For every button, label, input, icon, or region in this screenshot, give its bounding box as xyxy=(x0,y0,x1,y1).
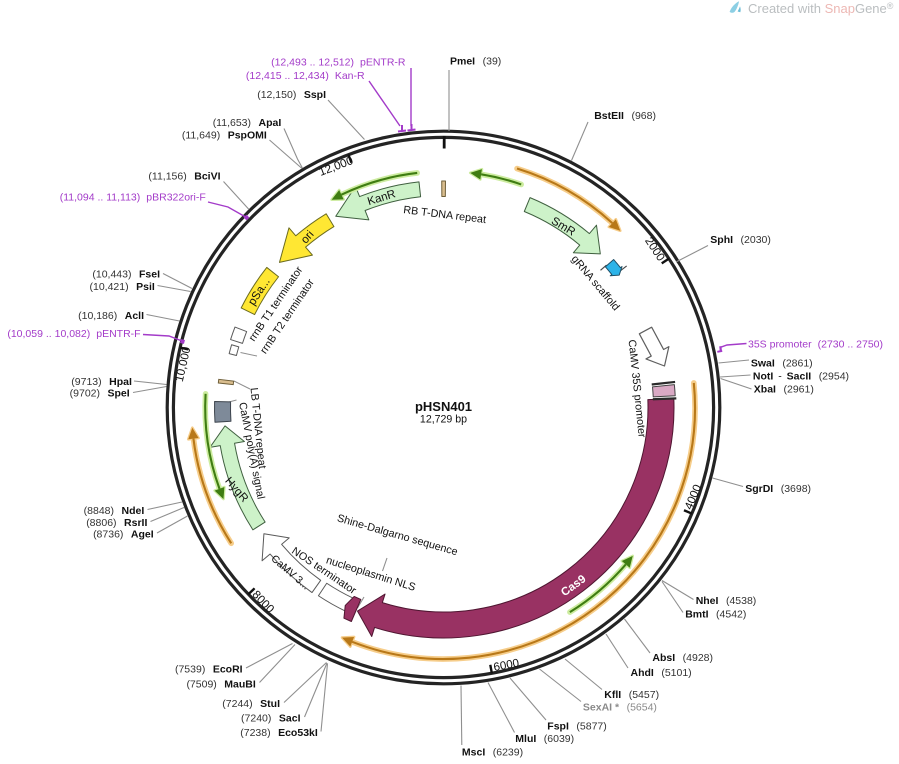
svg-text:(8848)NdeI: (8848)NdeI xyxy=(84,505,145,517)
svg-text:FspI(5877): FspI(5877) xyxy=(547,720,606,732)
svg-text:SphI(2030): SphI(2030) xyxy=(710,234,771,246)
svg-text:(11,094 .. 11,113)pBR322ori-F: (11,094 .. 11,113)pBR322ori-F xyxy=(60,192,206,204)
svg-text:(9713)HpaI: (9713)HpaI xyxy=(71,376,132,388)
svg-text:(10,443)FseI: (10,443)FseI xyxy=(92,269,160,281)
svg-text:(12,150)SspI: (12,150)SspI xyxy=(257,89,326,101)
svg-text:MscI(6239): MscI(6239) xyxy=(462,747,523,759)
svg-text:(7244)StuI: (7244)StuI xyxy=(222,698,280,710)
svg-text:MluI(6039): MluI(6039) xyxy=(515,733,574,745)
svg-text:AbsI(4928): AbsI(4928) xyxy=(652,652,713,664)
svg-text:(12,415 .. 12,434)Kan-R: (12,415 .. 12,434)Kan-R xyxy=(246,70,365,82)
svg-text:XbaI(2961): XbaI(2961) xyxy=(754,384,814,396)
svg-text:(10,059 .. 10,082)pENTR-F: (10,059 .. 10,082)pENTR-F xyxy=(7,328,140,340)
svg-text:(11,156)BciVI: (11,156)BciVI xyxy=(148,171,220,183)
svg-text:(11,653)ApaI: (11,653)ApaI xyxy=(213,117,282,129)
svg-text:(7238)Eco53kI: (7238)Eco53kI xyxy=(240,727,318,739)
svg-text:(10,421)PsiI: (10,421)PsiI xyxy=(90,281,155,293)
svg-text:(10,186)AclI: (10,186)AclI xyxy=(78,310,144,322)
svg-text:Created with SnapGene®: Created with SnapGene® xyxy=(748,1,894,16)
svg-text:(7240)SacI: (7240)SacI xyxy=(241,713,301,725)
svg-text:NotI - SacII(2954): NotI - SacII(2954) xyxy=(753,371,849,383)
svg-text:BmtI(4542): BmtI(4542) xyxy=(685,609,746,621)
svg-text:(9702)SpeI: (9702)SpeI xyxy=(70,388,130,400)
svg-text:12,729 bp: 12,729 bp xyxy=(420,413,467,425)
svg-text:pHSN401: pHSN401 xyxy=(415,399,472,414)
svg-text:KflI(5457): KflI(5457) xyxy=(604,689,659,701)
svg-text:(12,493 .. 12,512)pENTR-R: (12,493 .. 12,512)pENTR-R xyxy=(271,57,406,69)
svg-text:AhdI(5101): AhdI(5101) xyxy=(631,667,692,679)
svg-text:(8736)AgeI: (8736)AgeI xyxy=(93,529,154,541)
svg-text:SwaI(2861): SwaI(2861) xyxy=(751,357,813,369)
svg-text:NheI(4538): NheI(4538) xyxy=(696,595,757,607)
